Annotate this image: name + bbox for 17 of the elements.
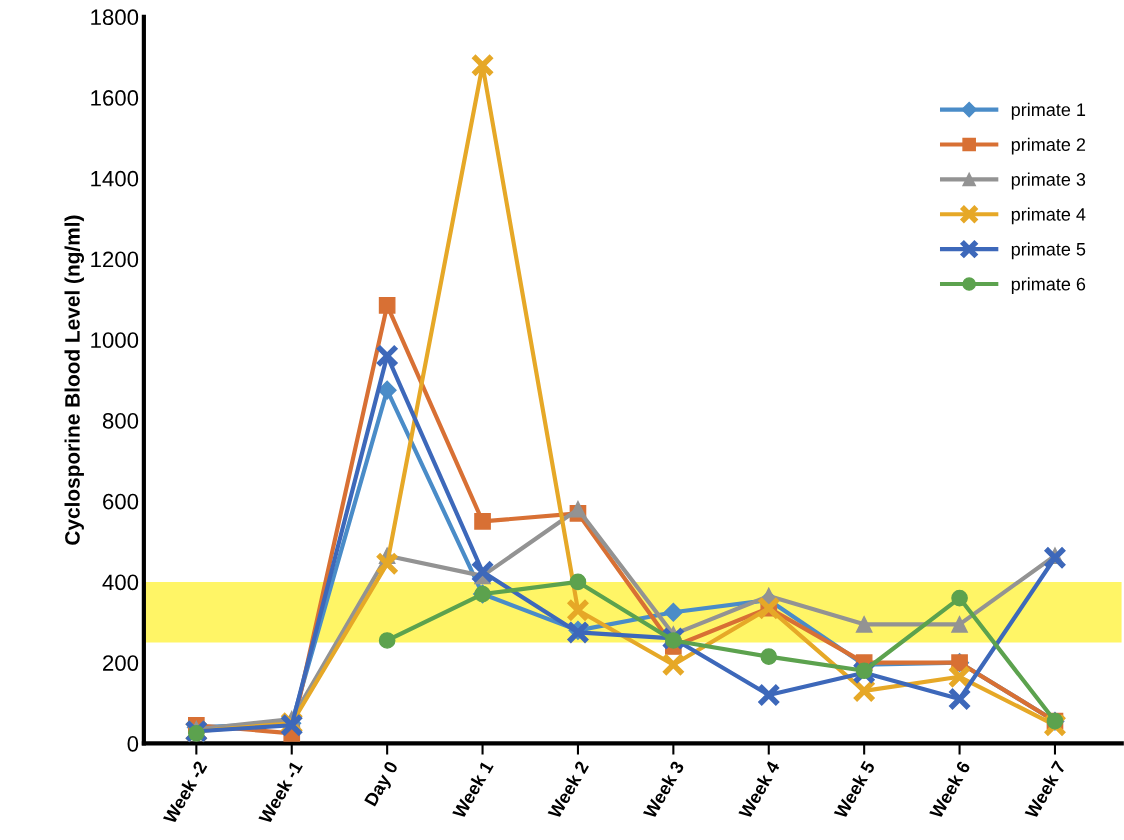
- legend-label: primate 1: [1011, 102, 1086, 120]
- legend-label: primate 4: [1011, 207, 1086, 225]
- legend-label: primate 2: [1011, 137, 1086, 155]
- y-tick-label: 600: [103, 493, 139, 510]
- y-tick-label: 1000: [91, 332, 139, 348]
- y-tick-label: 800: [102, 413, 139, 429]
- y-tick-label: 0: [127, 735, 139, 752]
- legend-label: primate 6: [1011, 277, 1086, 295]
- legend-label: primate 3: [1011, 172, 1086, 190]
- y-tick-label: 1400: [91, 170, 139, 187]
- y-tick-label: 1600: [91, 90, 139, 106]
- y-axis-title: Cyclosporine Blood Level (ng/ml): [64, 215, 85, 545]
- y-tick-label: 1200: [91, 251, 139, 268]
- legend-label: primate 5: [1011, 242, 1086, 260]
- y-tick-label: 400: [102, 574, 139, 591]
- y-tick-label: 200: [103, 655, 139, 671]
- y-tick-label: 1800: [91, 9, 139, 26]
